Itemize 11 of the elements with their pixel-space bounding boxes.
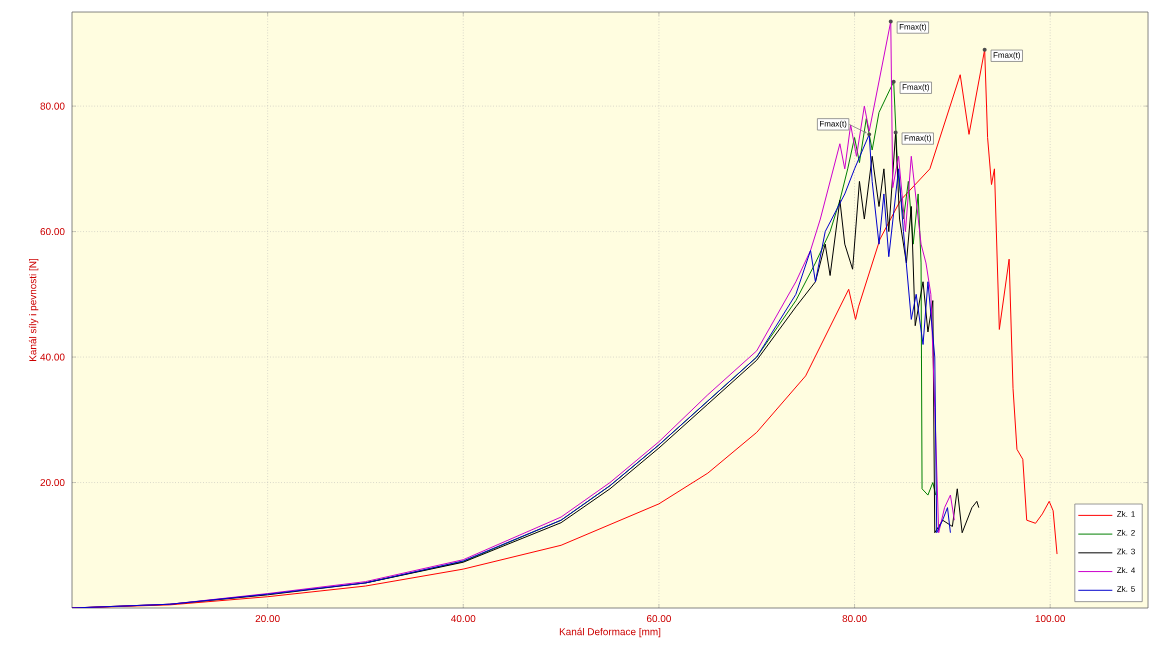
x-tick-label: 80.00	[842, 615, 867, 623]
x-tick-label: 100.00	[1035, 615, 1066, 623]
x-tick-label: 20.00	[255, 615, 280, 623]
y-axis-title: Kanál síly i pevnosti [N]	[28, 258, 39, 361]
x-tick-label: 40.00	[451, 615, 476, 623]
y-tick-label: 60.00	[40, 228, 65, 236]
x-axis-title: Kanál Deformace [mm]	[559, 627, 661, 638]
y-tick-label: 80.00	[40, 102, 65, 110]
y-tick-label: 40.00	[40, 353, 65, 361]
x-tick-label: 60.00	[646, 615, 671, 623]
y-tick-label: 20.00	[40, 478, 65, 487]
